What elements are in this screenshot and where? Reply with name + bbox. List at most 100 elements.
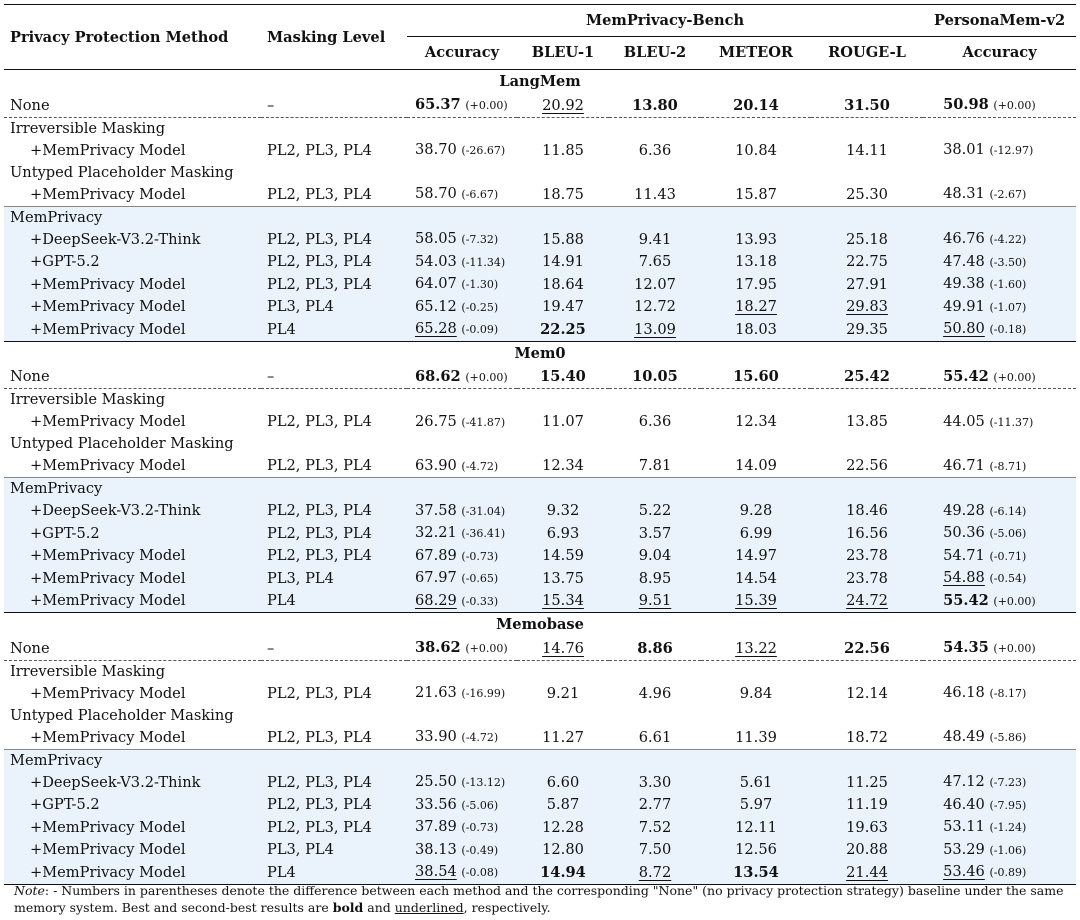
table-row: +MemPrivacy Model PL2, PL3, PL4 26.75 (-41… [4, 411, 1076, 434]
persona-accuracy-diff: (-3.50) [989, 255, 1027, 269]
accuracy-value: 38.70 [415, 141, 457, 158]
method-cell: +DeepSeek-V3.2-Think [4, 228, 261, 251]
persona-accuracy-cell: 55.42 (+0.00) [923, 366, 1076, 389]
bleu2-cell: 6.36 [609, 411, 701, 434]
persona-accuracy-diff: (+0.00) [993, 594, 1036, 608]
persona-accuracy-cell: 53.29 (-1.06) [923, 838, 1077, 861]
masking-level-cell: – [267, 639, 275, 657]
meteor-value: 15.60 [733, 368, 779, 385]
method-cell: +MemPrivacy Model [30, 728, 186, 746]
section-header-row: LangMem [4, 69, 1077, 94]
masking-level-cell: PL2, PL3, PL4 [261, 499, 407, 522]
empty-cell [261, 705, 1076, 727]
persona-accuracy-cell: 46.18 (-8.17) [923, 682, 1076, 705]
rougel-cell: 24.72 [811, 589, 924, 613]
persona-accuracy-value: 46.76 [943, 230, 985, 247]
bleu1-value: 19.47 [542, 298, 584, 315]
bleu2-cell: 13.09 [609, 318, 701, 341]
bleu2-value: 13.80 [632, 96, 678, 114]
persona-accuracy-cell: 50.80 (-0.18) [923, 318, 1077, 341]
bleu2-value: 6.36 [638, 141, 672, 159]
persona-accuracy-value: 47.48 [943, 252, 985, 270]
accuracy-cell: 33.90 (-4.72) [407, 726, 517, 749]
rougel-value: 18.46 [846, 502, 888, 519]
bleu1-value: 14.76 [542, 639, 584, 657]
rougel-value: 13.85 [846, 413, 888, 430]
bleu2-value: 11.43 [634, 185, 676, 203]
persona-accuracy-diff: (-7.23) [989, 776, 1027, 789]
meteor-cell: 14.09 [701, 455, 811, 478]
bleu1-cell: 15.40 [517, 366, 609, 389]
accuracy-diff: (-6.67) [461, 188, 499, 201]
persona-accuracy-cell: 50.98 (+0.00) [923, 94, 1076, 117]
persona-accuracy-diff: (-12.97) [989, 144, 1034, 157]
bleu1-cell: 5.87 [517, 793, 609, 816]
accuracy-cell: 38.70 (-26.67) [407, 139, 517, 162]
table-note: Note: - Numbers in parentheses denote th… [14, 882, 1074, 916]
bleu2-cell: 7.52 [609, 816, 701, 839]
method-cell: Untyped Placeholder Masking [10, 163, 234, 181]
bleu1-value: 6.93 [546, 524, 580, 542]
table-row: +MemPrivacy Model PL3, PL4 67.97 (-0.65) 13… [4, 567, 1077, 590]
persona-accuracy-diff: (-5.86) [989, 731, 1027, 744]
persona-accuracy-diff: (-8.71) [989, 459, 1027, 473]
note-text-3: , respectively. [463, 900, 551, 915]
persona-accuracy-cell: 53.11 (-1.24) [923, 816, 1077, 839]
bleu2-value: 9.04 [638, 547, 672, 564]
method-cell: +GPT-5.2 [4, 793, 261, 816]
bleu1-cell: 13.75 [517, 567, 609, 590]
method-cell: Untyped Placeholder Masking [10, 706, 234, 724]
masking-level-cell: PL2, PL3, PL4 [267, 684, 372, 702]
rougel-cell: 13.85 [811, 411, 923, 434]
method-cell: +MemPrivacy Model [4, 295, 261, 318]
bleu1-cell: 14.76 [517, 637, 609, 660]
empty-cell [261, 433, 1076, 455]
meteor-cell: 10.84 [701, 139, 811, 162]
table-row: +MemPrivacy Model PL3, PL4 65.12 (-0.25) 19… [4, 295, 1077, 318]
table-body: LangMem None – 65.37 (+0.00) 20.92 13.80 20.14… [4, 69, 1077, 885]
note-underline-word: underlined [394, 900, 464, 915]
group-label-row: Untyped Placeholder Masking [4, 433, 1076, 455]
accuracy-value: 68.29 [415, 591, 457, 609]
meteor-cell: 15.60 [701, 366, 811, 389]
accuracy-value: 37.58 [415, 501, 457, 519]
rougel-value: 24.72 [846, 592, 888, 609]
group-label-row: Irreversible Masking [4, 388, 1077, 411]
group-label-row: Untyped Placeholder Masking [4, 162, 1076, 184]
masking-level-cell: PL4 [261, 318, 407, 341]
persona-accuracy-diff: (-2.67) [989, 188, 1027, 201]
accuracy-cell: 32.21 (-36.41) [407, 522, 517, 545]
method-cell: +MemPrivacy Model [30, 185, 186, 203]
meteor-cell: 12.34 [701, 411, 811, 434]
rougel-cell: 16.56 [811, 522, 924, 545]
note-bold-word: bold [332, 900, 364, 915]
rougel-cell: 12.14 [811, 682, 923, 705]
bleu1-cell: 11.07 [517, 411, 609, 434]
bleu2-cell: 5.22 [609, 499, 701, 522]
header-col-bleu2: BLEU-2 [623, 44, 687, 61]
table-row: +MemPrivacy Model PL2, PL3, PL4 64.07 (-1.… [4, 273, 1077, 296]
persona-accuracy-diff: (+0.00) [993, 99, 1036, 112]
persona-accuracy-value: 53.46 [943, 863, 985, 880]
meteor-cell: 6.99 [701, 522, 811, 545]
persona-accuracy-value: 49.28 [943, 501, 985, 519]
rougel-cell: 19.63 [811, 816, 924, 839]
masking-level-cell: PL2, PL3, PL4 [267, 728, 372, 746]
accuracy-diff: (-7.32) [461, 233, 499, 246]
meteor-cell: 11.39 [701, 726, 811, 749]
empty-cell [261, 205, 1077, 228]
accuracy-value: 38.54 [415, 863, 457, 880]
table-row: None – 68.62 (+0.00) 15.40 10.05 15.60 25.42 55… [4, 366, 1076, 389]
header-level: Masking Level [261, 4, 407, 70]
method-cell: +GPT-5.2 [4, 250, 261, 273]
persona-accuracy-cell: 54.71 (-0.71) [923, 544, 1077, 567]
accuracy-value: 32.21 [415, 524, 457, 541]
meteor-cell: 12.56 [701, 838, 811, 861]
persona-accuracy-cell: 46.76 (-4.22) [923, 228, 1077, 251]
masking-level-cell: PL2, PL3, PL4 [261, 273, 407, 296]
persona-accuracy-diff: (-1.07) [989, 300, 1027, 314]
accuracy-cell: 58.70 (-6.67) [407, 183, 517, 206]
accuracy-value: 65.28 [415, 320, 457, 337]
persona-accuracy-cell: 47.12 (-7.23) [923, 771, 1077, 794]
